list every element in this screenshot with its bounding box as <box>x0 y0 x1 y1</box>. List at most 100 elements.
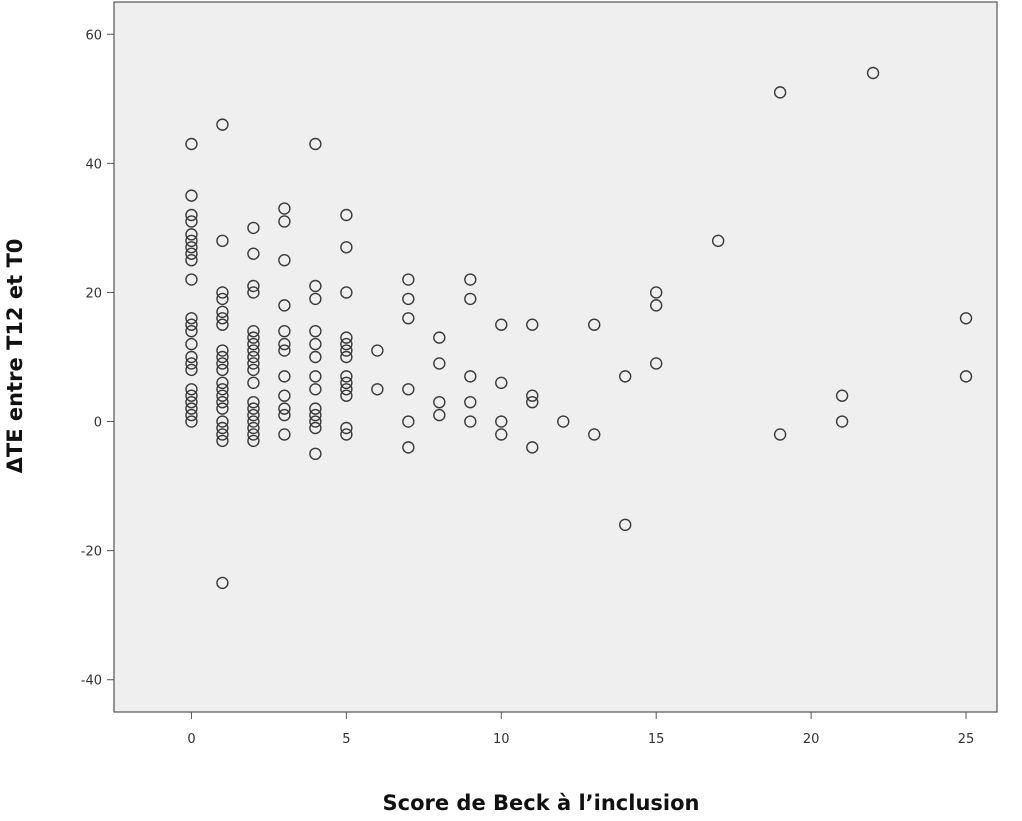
data-point <box>247 434 260 448</box>
data-point <box>247 344 260 357</box>
data-point <box>216 576 229 590</box>
data-point <box>185 228 198 241</box>
y-tick-label: -40 <box>81 674 102 689</box>
data-point <box>247 428 260 441</box>
data-point <box>402 383 415 396</box>
data-point <box>247 331 260 344</box>
data-point <box>216 318 229 331</box>
data-point <box>309 421 322 435</box>
data-point <box>340 383 353 396</box>
data-point <box>278 408 291 422</box>
data-point <box>464 395 477 409</box>
data-point <box>340 428 353 441</box>
data-point <box>526 389 539 402</box>
data-point <box>247 286 260 299</box>
data-point <box>216 415 229 428</box>
data-point <box>216 292 229 306</box>
data-point <box>216 395 229 409</box>
x-tick-label: 10 <box>493 732 510 747</box>
data-point <box>309 137 322 151</box>
data-point <box>588 428 601 441</box>
data-point <box>402 292 415 306</box>
data-point <box>216 389 229 402</box>
data-point <box>619 518 632 532</box>
data-point <box>835 415 849 428</box>
data-point <box>278 428 291 441</box>
x-tick-label: 25 <box>958 732 975 747</box>
data-point <box>185 363 198 377</box>
data-point <box>433 331 446 344</box>
data-point <box>247 357 260 370</box>
data-point <box>185 408 198 422</box>
data-point <box>340 331 353 344</box>
data-point <box>185 337 198 351</box>
data-point <box>185 247 198 260</box>
data-point <box>216 344 229 357</box>
data-point <box>247 408 260 422</box>
data-point <box>340 370 353 383</box>
data-point <box>247 279 260 293</box>
data-point <box>619 370 632 383</box>
data-point <box>495 428 508 441</box>
data-point <box>711 234 725 248</box>
data-point <box>526 395 539 409</box>
data-point <box>216 305 229 319</box>
data-point <box>959 312 973 325</box>
data-point <box>185 273 198 286</box>
data-point <box>185 234 198 248</box>
data-point <box>216 286 229 299</box>
data-point <box>309 383 322 396</box>
data-point <box>433 408 446 422</box>
data-point <box>185 389 198 402</box>
data-point <box>526 318 539 331</box>
data-point <box>247 247 260 260</box>
data-point <box>309 350 322 364</box>
data-point <box>340 376 353 390</box>
y-tick-label: -20 <box>81 545 102 560</box>
data-point <box>185 415 198 428</box>
data-point <box>309 415 322 428</box>
data-point <box>278 202 291 215</box>
x-tick-label: 0 <box>187 732 195 747</box>
data-point <box>309 402 322 415</box>
data-point <box>185 189 198 202</box>
data-point <box>185 215 198 228</box>
data-point <box>959 370 973 383</box>
y-tick-label: 0 <box>94 416 102 431</box>
data-point <box>216 428 229 441</box>
x-axis-title: Score de Beck à l’inclusion <box>383 791 700 815</box>
data-point <box>185 395 198 409</box>
data-point <box>278 324 291 338</box>
data-point <box>340 208 353 222</box>
data-point <box>185 324 198 338</box>
data-point <box>773 428 787 441</box>
data-point <box>185 137 198 151</box>
x-tick-label: 5 <box>342 732 350 747</box>
data-point <box>402 441 415 454</box>
data-point <box>247 221 260 235</box>
data-point <box>340 350 353 364</box>
data-point <box>495 415 508 428</box>
data-point <box>247 402 260 415</box>
data-point <box>278 253 291 267</box>
data-point <box>309 408 322 422</box>
data-point <box>402 312 415 325</box>
data-point <box>185 318 198 331</box>
data-point <box>773 86 787 99</box>
data-point <box>309 337 322 351</box>
data-point <box>371 344 384 357</box>
data-point <box>464 273 477 286</box>
data-point <box>247 363 260 377</box>
data-point <box>185 253 198 267</box>
data-point <box>495 376 508 390</box>
data-point <box>216 357 229 370</box>
data-point <box>185 208 198 222</box>
y-tick-label: 40 <box>85 157 102 172</box>
data-points <box>185 66 973 590</box>
data-point <box>216 376 229 390</box>
data-point <box>278 402 291 415</box>
data-point <box>866 66 880 80</box>
y-tick-label: 60 <box>85 28 102 43</box>
data-point <box>433 357 446 370</box>
